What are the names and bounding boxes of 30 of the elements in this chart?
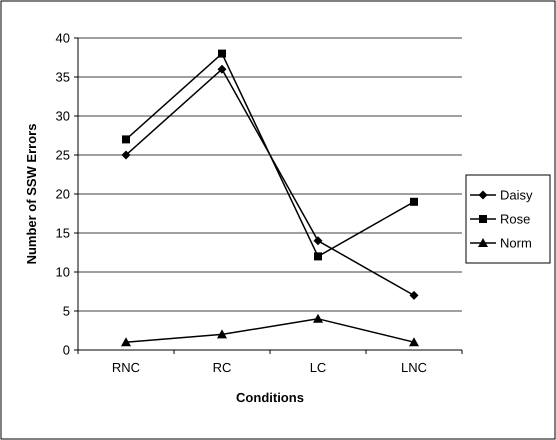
- y-tick-label: 40: [56, 30, 70, 46]
- point: [218, 50, 226, 58]
- point: [122, 135, 130, 144]
- legend-label: Norm: [500, 236, 532, 251]
- point: [218, 64, 226, 74]
- y-tick-label: 0: [62, 342, 70, 358]
- y-tick-label: 5: [62, 304, 70, 319]
- y-tick-label: 20: [56, 186, 70, 202]
- point: [409, 337, 419, 346]
- point: [410, 198, 418, 206]
- y-tick-label: 10: [56, 264, 70, 280]
- point: [217, 329, 227, 338]
- y-tick-label: 35: [56, 70, 70, 85]
- x-axis-title: Conditions: [236, 390, 304, 405]
- x-tick-label: RC: [212, 360, 232, 375]
- y-tick-label: 15: [56, 226, 70, 241]
- point: [314, 236, 322, 246]
- x-tick-label: LC: [310, 360, 326, 375]
- legend-label: Rose: [500, 212, 530, 227]
- y-axis-title: Number of SSW Errors: [24, 124, 39, 264]
- point: [313, 314, 323, 323]
- x-tick-label: LNC: [400, 360, 428, 375]
- y-tick-label: 30: [56, 108, 70, 124]
- point: [121, 337, 131, 346]
- point: [314, 252, 322, 260]
- legend-label: Daisy: [500, 188, 534, 203]
- point: [410, 290, 418, 300]
- point: [122, 150, 130, 160]
- y-tick-label: 25: [56, 148, 70, 163]
- x-tick-label: RNC: [112, 360, 140, 375]
